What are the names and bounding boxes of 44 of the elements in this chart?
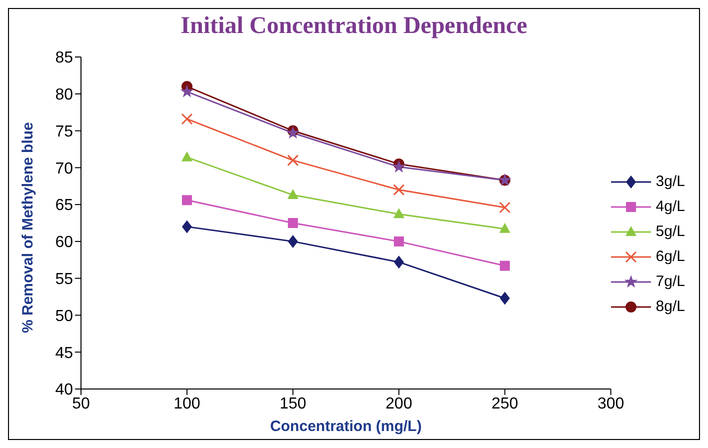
point bbox=[288, 234, 298, 248]
x-tick-label: 150 bbox=[280, 395, 306, 412]
y-tick-label: 75 bbox=[55, 123, 74, 140]
point bbox=[393, 184, 405, 196]
y-tick-label: 40 bbox=[55, 382, 74, 399]
y-tick-label: 55 bbox=[55, 271, 74, 288]
x-axis-title: Concentration (mg/L) bbox=[270, 418, 422, 435]
legend-label: 5g/L bbox=[656, 223, 685, 240]
point bbox=[182, 195, 192, 206]
point bbox=[181, 113, 193, 125]
y-tick-label: 45 bbox=[55, 344, 74, 362]
y-tick-label: 70 bbox=[55, 160, 74, 178]
x-tick-label: 100 bbox=[174, 395, 200, 412]
point bbox=[500, 292, 510, 305]
y-tick-label: 50 bbox=[55, 308, 74, 325]
legend-label: 8g/L bbox=[656, 298, 685, 315]
point bbox=[181, 151, 192, 162]
x-tick-label: 200 bbox=[386, 395, 412, 412]
point bbox=[394, 256, 404, 269]
point bbox=[286, 126, 300, 139]
point bbox=[287, 154, 299, 166]
point bbox=[393, 208, 404, 218]
y-tick-label: 80 bbox=[55, 86, 74, 104]
x-tick-label: 250 bbox=[491, 395, 518, 412]
point bbox=[287, 188, 298, 199]
legend-label: 7g/L bbox=[656, 273, 685, 290]
point bbox=[499, 202, 511, 214]
legend-label: 3g/L bbox=[656, 173, 685, 190]
point bbox=[392, 160, 406, 173]
legend-label: 6g/L bbox=[656, 248, 685, 265]
point bbox=[500, 260, 510, 271]
point bbox=[394, 236, 404, 246]
legend-label: 4g/L bbox=[656, 198, 685, 215]
chart-title: Initial Concentration Dependence bbox=[180, 13, 528, 41]
y-axis-title: % Removal of Methylene blue bbox=[19, 122, 36, 333]
y-tick-label: 65 bbox=[55, 197, 74, 214]
point bbox=[499, 222, 510, 233]
point bbox=[180, 84, 194, 98]
point bbox=[288, 218, 298, 228]
x-tick-label: 300 bbox=[597, 395, 624, 412]
point bbox=[182, 220, 192, 234]
y-tick-label: 60 bbox=[55, 234, 74, 252]
x-tick-label: 50 bbox=[72, 395, 90, 412]
y-tick-label: 85 bbox=[55, 50, 74, 67]
